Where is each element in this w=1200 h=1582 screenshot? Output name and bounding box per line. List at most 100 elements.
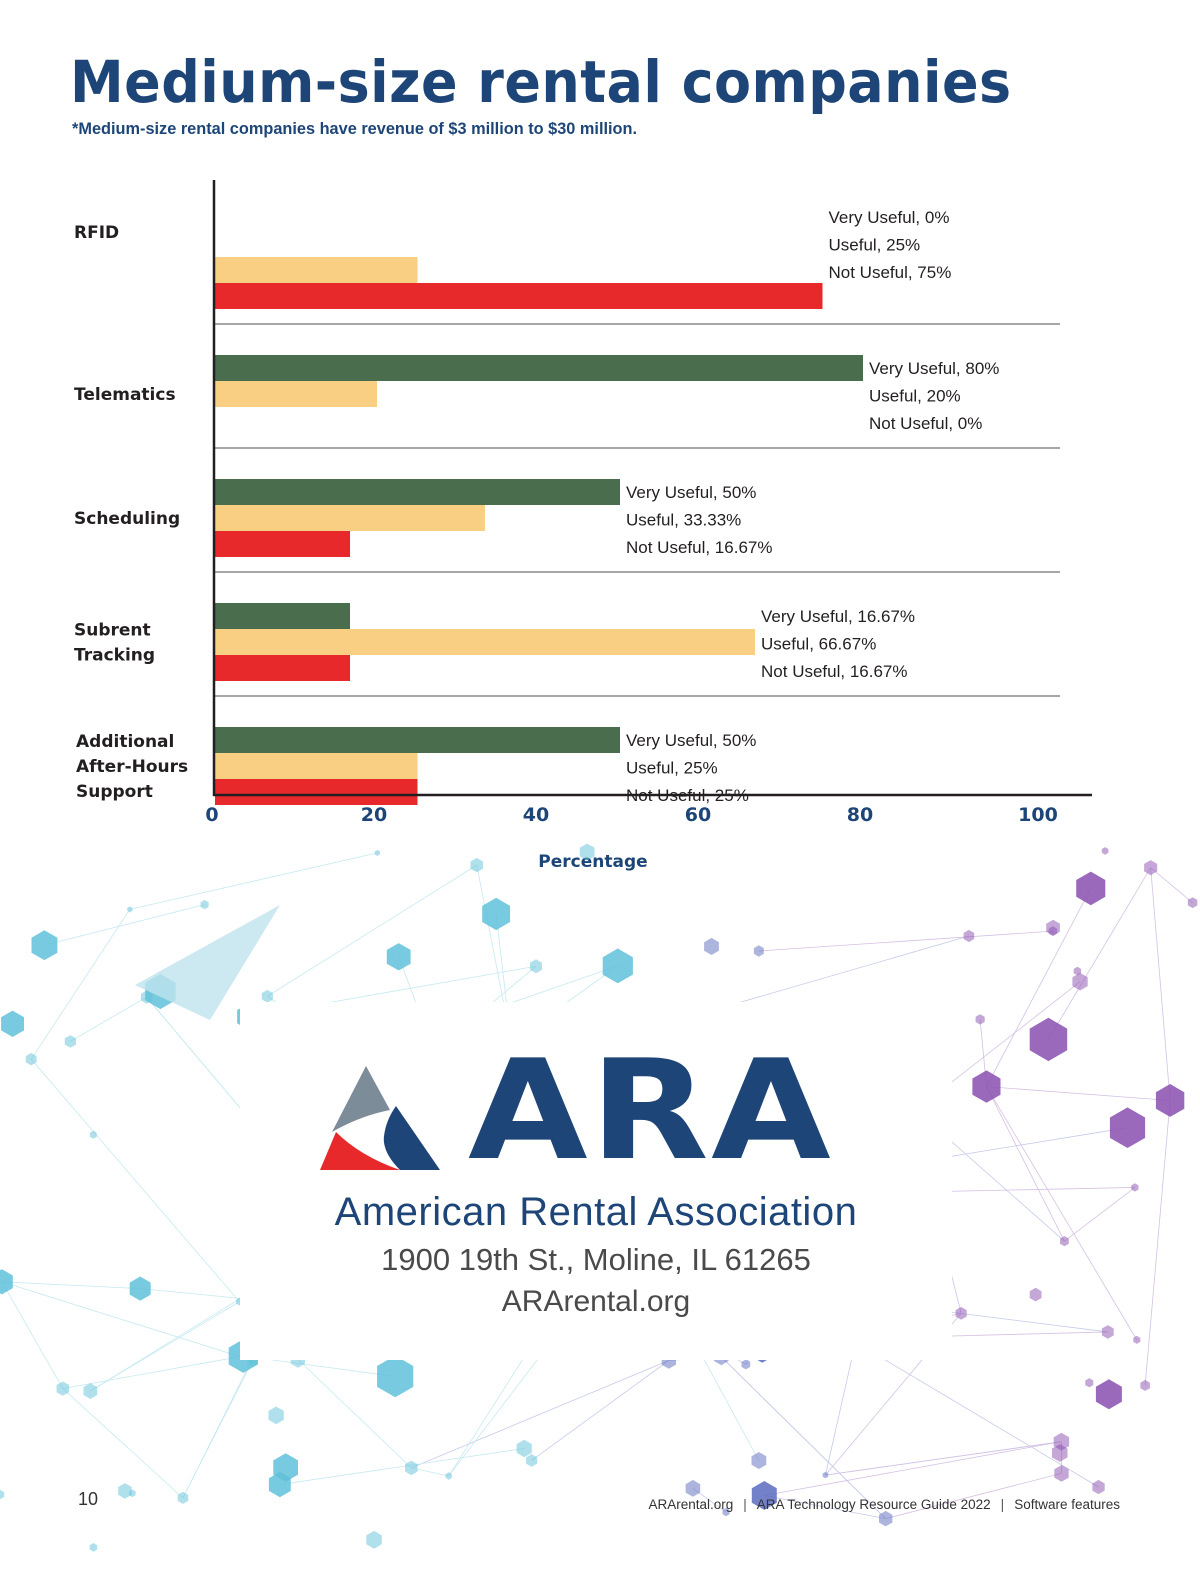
bar-not-useful xyxy=(215,283,823,309)
network-edge xyxy=(764,1441,1062,1496)
network-node xyxy=(56,1381,70,1396)
network-edge xyxy=(62,1388,184,1499)
network-edge xyxy=(1144,1100,1171,1386)
association-address: 1900 19th St., Moline, IL 61265 xyxy=(381,1242,811,1277)
network-node xyxy=(470,857,483,873)
network-node xyxy=(579,843,595,861)
data-label-very-useful: Very Useful, 50% xyxy=(626,731,756,750)
bar-useful xyxy=(215,505,485,531)
network-node xyxy=(1131,1183,1139,1192)
network-node xyxy=(530,959,542,974)
network-node xyxy=(445,1472,452,1480)
network-node xyxy=(64,1035,76,1048)
bar-not-useful xyxy=(215,655,351,681)
network-node xyxy=(751,1481,777,1510)
network-edge xyxy=(44,904,205,946)
network-node xyxy=(1140,1379,1150,1391)
data-label-not-useful: Not Useful, 75% xyxy=(829,263,952,282)
bar-not-useful xyxy=(215,531,351,557)
footer-separator: | xyxy=(743,1497,747,1512)
network-node xyxy=(200,900,209,910)
footer: ARArental.org | ARA Technology Resource Gu… xyxy=(648,1497,1120,1512)
data-label-useful: Useful, 33.33% xyxy=(626,511,741,530)
network-node xyxy=(741,1359,751,1370)
network-edge xyxy=(1064,1187,1136,1242)
network-node xyxy=(273,1453,298,1482)
data-label-not-useful: Not Useful, 0% xyxy=(869,414,982,433)
network-node xyxy=(963,929,975,943)
network-node xyxy=(1072,972,1088,991)
network-node xyxy=(1092,1479,1105,1495)
network-edge xyxy=(764,1495,886,1520)
network-node xyxy=(268,1406,284,1425)
category-label: Scheduling xyxy=(74,509,180,529)
bar-useful xyxy=(215,753,418,779)
network-edge xyxy=(885,1473,1062,1520)
x-tick-label: 20 xyxy=(361,804,387,826)
category-label: After-Hours xyxy=(76,757,188,777)
network-node xyxy=(955,1306,967,1320)
bar-useful xyxy=(215,629,756,655)
network-node xyxy=(386,943,411,971)
network-edge xyxy=(758,930,1053,952)
bar-not-useful xyxy=(215,779,418,805)
x-tick-label: 60 xyxy=(685,804,711,826)
network-node xyxy=(753,945,764,957)
bar-very-useful xyxy=(215,727,620,753)
network-node xyxy=(1144,860,1158,876)
category-label: RFID xyxy=(74,223,119,243)
network-node xyxy=(526,1454,538,1467)
network-node xyxy=(1029,1287,1042,1302)
network-edge xyxy=(267,864,477,997)
network-edge xyxy=(182,1360,254,1499)
network-node xyxy=(704,937,719,955)
network-node xyxy=(1101,1325,1114,1339)
network-edge xyxy=(825,1441,1062,1476)
data-label-very-useful: Very Useful, 50% xyxy=(626,483,756,502)
network-edge xyxy=(62,1355,244,1389)
network-node xyxy=(1076,871,1106,906)
network-edge xyxy=(70,996,147,1042)
network-edge xyxy=(297,1359,412,1469)
network-node xyxy=(1085,1378,1094,1388)
x-tick-label: 0 xyxy=(205,804,218,826)
network-edge xyxy=(90,1301,240,1392)
network-node xyxy=(25,1052,37,1066)
network-node xyxy=(366,1530,382,1549)
network-node xyxy=(1109,1107,1146,1148)
ara-triangle-logo-icon xyxy=(320,1066,440,1170)
network-node xyxy=(1155,1084,1185,1117)
association-url[interactable]: ARArental.org xyxy=(501,1285,691,1318)
ara-wordmark: ARA xyxy=(468,1030,833,1191)
usefulness-bar-chart: RFID Telematics Scheduling Subrent Tracking A… xyxy=(74,180,1092,872)
x-tick-label: 40 xyxy=(523,804,549,826)
network-node xyxy=(89,1130,97,1139)
footer-site-link[interactable]: ARArental.org xyxy=(648,1497,734,1512)
category-label: Additional xyxy=(76,732,174,752)
network-node xyxy=(1133,1335,1141,1344)
network-edge xyxy=(849,1338,1099,1488)
network-node xyxy=(602,948,633,984)
network-node xyxy=(0,1269,13,1295)
network-node xyxy=(1060,1236,1069,1247)
association-name: American Rental Association xyxy=(334,1190,858,1234)
footer-publication: ARA Technology Resource Guide 2022 xyxy=(756,1497,991,1512)
category-label: Telematics xyxy=(74,385,176,405)
category-label: Tracking xyxy=(74,646,155,666)
network-edge xyxy=(720,1356,886,1519)
network-node xyxy=(1187,897,1198,909)
network-edge xyxy=(411,1360,669,1469)
network-node xyxy=(482,897,511,931)
x-tick-label: 80 xyxy=(847,804,873,826)
network-edge xyxy=(825,1441,1062,1476)
network-node xyxy=(751,1452,767,1469)
network-node xyxy=(374,849,380,856)
network-node xyxy=(1073,966,1082,976)
network-node xyxy=(516,1439,532,1458)
network-edge xyxy=(1048,867,1152,1040)
network-node xyxy=(377,1355,414,1398)
network-node xyxy=(879,1510,893,1527)
network-edge xyxy=(986,1086,1171,1101)
bar-very-useful xyxy=(215,603,351,629)
data-label-useful: Useful, 66.67% xyxy=(761,635,876,654)
